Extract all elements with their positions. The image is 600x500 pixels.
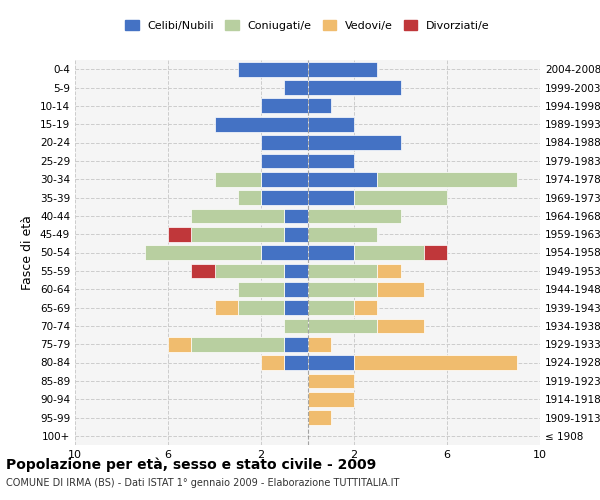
Bar (238, 62, 308, 76)
Bar (238, 282, 284, 296)
Bar (261, 355, 284, 370)
Bar (308, 264, 377, 278)
Bar (308, 154, 354, 168)
Bar (308, 392, 354, 406)
Bar (308, 98, 331, 113)
Bar (424, 245, 447, 260)
Bar (308, 300, 354, 315)
Bar (238, 190, 261, 205)
Bar (377, 172, 517, 186)
Bar (284, 282, 308, 296)
Bar (284, 80, 308, 95)
Y-axis label: Fasce di età: Fasce di età (22, 215, 34, 290)
Bar (284, 300, 308, 315)
Bar (308, 117, 354, 132)
Bar (191, 264, 215, 278)
Bar (308, 135, 401, 150)
Bar (215, 300, 238, 315)
Bar (284, 264, 308, 278)
Bar (284, 208, 308, 223)
Bar (215, 264, 284, 278)
Bar (308, 62, 377, 76)
Bar (215, 172, 261, 186)
Bar (191, 208, 284, 223)
Bar (261, 98, 308, 113)
Bar (354, 190, 447, 205)
Bar (354, 300, 377, 315)
Bar (308, 337, 331, 351)
Bar (284, 318, 308, 333)
Bar (354, 245, 424, 260)
Bar (191, 337, 284, 351)
Bar (261, 172, 308, 186)
Bar (284, 355, 308, 370)
Bar (308, 318, 377, 333)
Bar (308, 282, 377, 296)
Legend: Celibi/Nubili, Coniugati/e, Vedovi/e, Divorziati/e: Celibi/Nubili, Coniugati/e, Vedovi/e, Di… (121, 16, 494, 35)
Bar (261, 154, 308, 168)
Bar (284, 337, 308, 351)
Bar (168, 337, 191, 351)
Bar (308, 227, 377, 242)
Bar (308, 410, 331, 425)
Bar (308, 374, 354, 388)
Text: COMUNE DI IRMA (BS) - Dati ISTAT 1° gennaio 2009 - Elaborazione TUTTITALIA.IT: COMUNE DI IRMA (BS) - Dati ISTAT 1° genn… (6, 478, 400, 488)
Bar (168, 227, 191, 242)
Text: Popolazione per età, sesso e stato civile - 2009: Popolazione per età, sesso e stato civil… (6, 458, 376, 472)
Bar (308, 245, 354, 260)
Bar (308, 208, 401, 223)
Bar (145, 245, 261, 260)
Bar (377, 264, 401, 278)
Bar (308, 355, 354, 370)
Bar (191, 227, 284, 242)
Bar (261, 190, 308, 205)
Bar (308, 172, 377, 186)
Bar (261, 245, 308, 260)
Bar (308, 80, 401, 95)
Bar (354, 355, 517, 370)
Bar (284, 227, 308, 242)
Bar (308, 190, 354, 205)
Bar (261, 135, 308, 150)
Bar (215, 117, 308, 132)
Bar (377, 282, 424, 296)
Bar (238, 300, 284, 315)
Bar (377, 318, 424, 333)
